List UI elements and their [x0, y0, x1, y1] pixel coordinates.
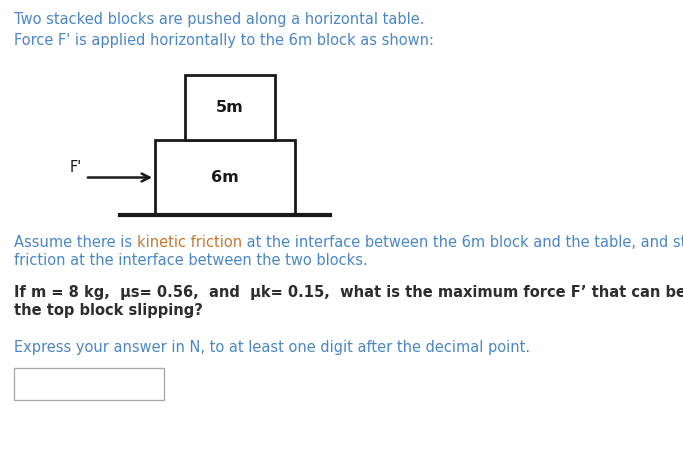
Text: If m = 8 kg,  μs= 0.56,  and  μk= 0.15,  what is the maximum force F’ that can b: If m = 8 kg, μs= 0.56, and μk= 0.15, wha… [14, 285, 683, 300]
Text: Express your answer in N, to at least one digit after the decimal point.: Express your answer in N, to at least on… [14, 340, 530, 355]
Text: Assume there is: Assume there is [14, 235, 137, 250]
Text: F': F' [70, 160, 82, 175]
Text: 5m: 5m [216, 100, 244, 115]
Text: kinetic friction: kinetic friction [137, 235, 242, 250]
Bar [14, 368, 164, 400]
Bar [185, 75, 275, 140]
Text: Two stacked blocks are pushed along a horizontal table.: Two stacked blocks are pushed along a ho… [14, 12, 425, 27]
Text: the top block slipping?: the top block slipping? [14, 303, 203, 318]
Bar [155, 140, 295, 215]
Text: at the interface between the 6m block and the table, and static: at the interface between the 6m block an… [242, 235, 683, 250]
Text: 6m: 6m [211, 170, 239, 185]
Text: Force F' is applied horizontally to the 6m block as shown:: Force F' is applied horizontally to the … [14, 33, 434, 48]
Text: friction at the interface between the two blocks.: friction at the interface between the tw… [14, 253, 367, 268]
